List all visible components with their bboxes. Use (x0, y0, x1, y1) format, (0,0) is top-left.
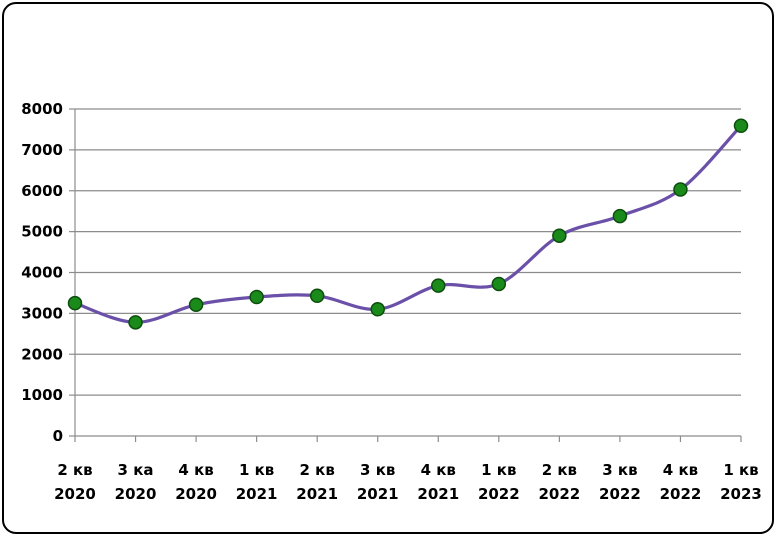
x-tick-label-year: 2021 (296, 485, 338, 503)
x-tick-label-year: 2021 (236, 485, 278, 503)
data-point (370, 302, 385, 317)
x-tick-label-year: 2020 (54, 485, 96, 503)
x-tick-label-year: 2022 (660, 485, 702, 503)
x-tick-label-year: 2020 (115, 485, 157, 503)
series-line (73, 124, 743, 324)
x-tick-label-year: 2022 (538, 485, 580, 503)
x-tick-label-year: 2022 (599, 485, 641, 503)
x-tick-label-year: 2023 (720, 485, 762, 503)
x-tick-label-year: 2022 (478, 485, 520, 503)
x-tick-label-quarter: 3 ка (118, 461, 154, 479)
y-tick-label: 1000 (21, 386, 63, 404)
y-tick-label: 5000 (21, 223, 63, 241)
y-tick-label: 8000 (21, 100, 63, 118)
data-point (128, 315, 143, 330)
data-point (188, 297, 204, 313)
y-tick-label: 4000 (21, 264, 63, 282)
y-tick-label: 7000 (21, 141, 63, 159)
x-tick-label-year: 2021 (357, 485, 399, 503)
x-tick-label-quarter: 3 кв (602, 461, 637, 479)
data-point (67, 295, 83, 311)
x-tick-label-quarter: 2 кв (300, 461, 335, 479)
y-tick-label: 3000 (21, 304, 63, 322)
x-tick-label-quarter: 3 кв (360, 461, 395, 479)
data-point (431, 278, 446, 293)
y-tick-label: 2000 (21, 345, 63, 363)
x-tick-label-year: 2021 (417, 485, 459, 503)
y-tick-label: 6000 (21, 182, 63, 200)
x-tick-label-quarter: 2 кв (57, 461, 92, 479)
data-point (612, 208, 628, 224)
data-point (491, 276, 507, 292)
y-tick-label: 0 (53, 427, 63, 445)
x-tick-label-quarter: 2 кв (542, 461, 577, 479)
x-tick-label-quarter: 4 кв (178, 461, 213, 479)
x-tick-label-quarter: 1 кв (481, 461, 516, 479)
data-point (673, 182, 688, 197)
data-point (249, 289, 264, 305)
x-tick-label-quarter: 1 кв (239, 461, 274, 479)
x-tick-label-quarter: 1 кв (723, 461, 758, 479)
x-tick-label-quarter: 4 кв (421, 461, 456, 479)
data-point (552, 228, 567, 243)
data-point (309, 288, 325, 304)
x-tick-label-year: 2020 (175, 485, 217, 503)
x-tick-label-quarter: 4 кв (663, 461, 698, 479)
data-point (733, 118, 749, 134)
